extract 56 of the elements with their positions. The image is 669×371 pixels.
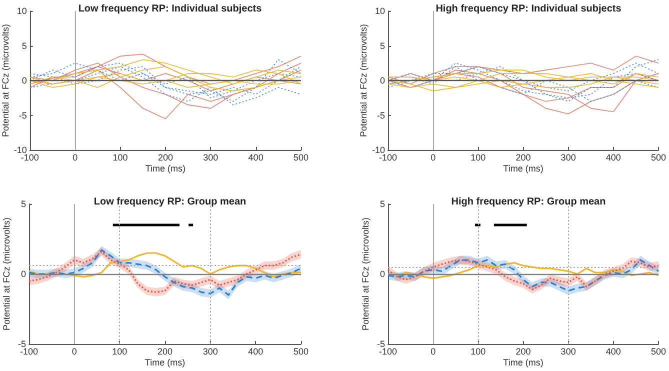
y-axis-title: Potential at FCz (microvolts) [358,24,369,138]
x-tick-label: 500 [650,346,666,356]
x-tick-label: -100 [20,152,39,162]
chart-title: Low frequency RP: Group mean [94,196,246,208]
x-tick-label: 0 [430,152,436,162]
y-tick-label: -10 [14,145,27,155]
x-tick-label: -100 [378,152,398,162]
x-tick-label: -100 [20,346,38,356]
y-tick-label: -5 [18,339,26,349]
x-tick-label: 0 [72,346,77,356]
x-tick-label: 300 [202,346,218,356]
x-tick-label: 300 [560,346,576,356]
y-tick-label: 5 [20,199,26,209]
y-tick-label: -5 [18,110,27,120]
x-tick-label: 400 [606,346,621,356]
x-tick-label: 0 [430,346,436,356]
y-tick-label: 5 [22,40,27,51]
chart-title: High frequency RP: Individual subjects [436,4,622,14]
y-tick-label: -10 [372,145,385,155]
y-tick-label: 10 [16,6,27,16]
y-tick-label: 0 [380,76,385,86]
x-tick-label: 400 [248,152,264,162]
x-tick-label: 300 [560,152,576,162]
y-axis-title: Potential at FCz (microvolts) [360,217,370,331]
x-tick-label: 200 [516,346,531,356]
y-tick-label: 0 [380,269,385,279]
chart-title: High frequency RP: Group mean [451,196,606,208]
x-tick-label: 500 [293,346,309,356]
y-tick-label: -5 [376,339,385,349]
y-axis-title: Potential at FCz (microvolts) [2,217,12,331]
x-tick-label: 200 [157,346,173,356]
x-tick-label: 500 [293,152,309,162]
x-axis-title: Time (ms) [503,358,544,368]
x-tick-label: 100 [470,346,486,356]
x-tick-label: 100 [112,152,128,162]
x-axis-title: Time (ms) [503,164,544,174]
x-axis-title: Time (ms) [144,358,186,368]
y-tick-label: 5 [380,199,385,209]
x-tick-label: 0 [72,152,78,162]
y-tick-label: 0 [20,269,26,279]
x-tick-label: -100 [378,346,398,356]
y-tick-label: 0 [22,76,27,86]
x-tick-label: 300 [203,152,218,162]
x-axis-title: Time (ms) [145,164,186,174]
y-tick-label: -5 [376,110,385,120]
x-tick-label: 100 [112,346,128,356]
x-tick-label: 100 [470,152,486,162]
y-tick-label: 5 [380,40,385,51]
x-tick-label: 400 [248,346,264,356]
y-axis-title: Potential at FCz (microvolts) [0,24,10,138]
x-tick-label: 500 [650,152,666,162]
x-tick-label: 400 [606,152,621,162]
x-tick-label: 200 [516,152,531,162]
x-tick-label: 200 [158,152,173,162]
y-tick-label: 10 [374,6,385,16]
chart-title: Low frequency RP: Individual subjects [78,4,262,14]
